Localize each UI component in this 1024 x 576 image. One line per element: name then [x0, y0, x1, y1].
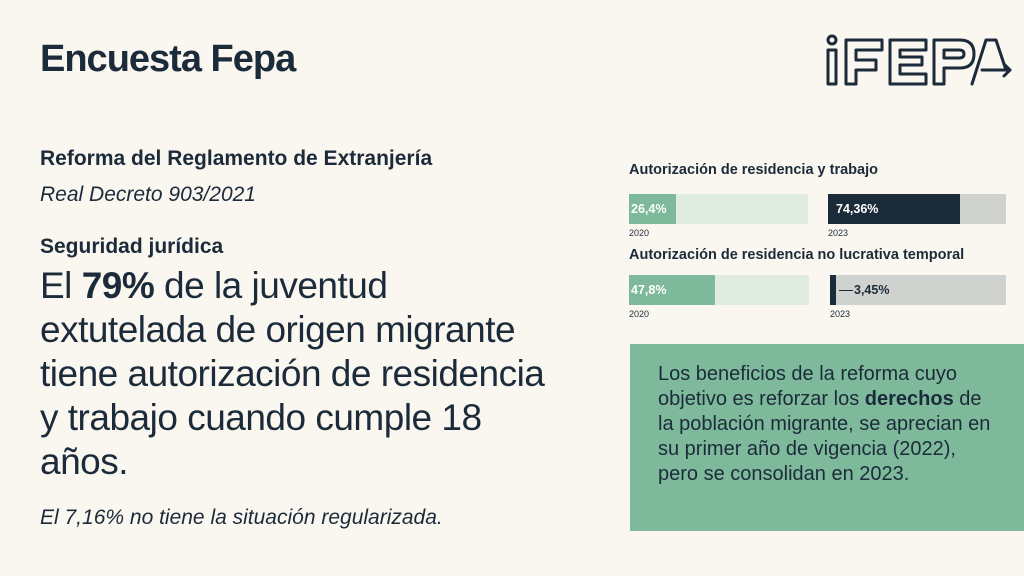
headline: El 79% de la juventud extutelada de orig… — [40, 264, 560, 484]
page-title: Encuesta Fepa — [40, 38, 296, 80]
chart-title-residencia-trabajo: Autorización de residencia y trabajo — [629, 162, 878, 178]
bar-track-2020-residencia-trabajo: 26,4% — [629, 194, 808, 224]
bar-label-leader-line — [839, 290, 853, 291]
bar-track-2020-no-lucrativa: 47,8% — [629, 275, 809, 305]
callout-text-pre: Los beneficios de la reforma cuyo objeti… — [658, 363, 958, 410]
bar-track-2023-no-lucrativa: 3,45% — [830, 275, 1006, 305]
bar-track-2023-residencia-trabajo: 74,36% — [828, 194, 1006, 224]
bar-label-2023-residencia-trabajo: 74,36% — [836, 202, 879, 216]
bar-label-2023-no-lucrativa: 3,45% — [854, 283, 890, 297]
section-heading: Seguridad jurídica — [40, 235, 224, 258]
footnote: El 7,16% no tiene la situación regulariz… — [40, 506, 443, 529]
fepa-logo-icon — [826, 34, 1012, 86]
headline-post: de la juventud extutelada de origen migr… — [40, 265, 545, 482]
chart-title-no-lucrativa: Autorización de residencia no lucrativa … — [629, 247, 965, 263]
bar-2023-no-lucrativa — [830, 275, 837, 305]
year-label-2020: 2020 — [629, 228, 650, 238]
year-label-2020-b: 2020 — [629, 309, 650, 319]
callout-box: Los beneficios de la reforma cuyo objeti… — [630, 344, 1024, 531]
headline-pre: El — [40, 265, 82, 306]
year-label-2023: 2023 — [828, 228, 849, 238]
year-label-2023-b: 2023 — [830, 309, 851, 319]
bar-2023-residencia-trabajo — [828, 194, 961, 224]
bar-label-2020-residencia-trabajo: 26,4% — [631, 202, 667, 216]
callout-text-post: de la población migrante, se aprecian en… — [658, 388, 991, 485]
bar-2020-residencia-trabajo — [629, 194, 677, 224]
headline-percentage: 79% — [81, 265, 155, 306]
bar-2020-no-lucrativa — [629, 275, 716, 305]
callout-text: Los beneficios de la reforma cuyo objeti… — [658, 362, 998, 487]
callout-text-bold: derechos — [864, 388, 954, 410]
subtitle: Reforma del Reglamento de Extranjería — [40, 147, 433, 170]
decree-label: Real Decreto 903/2021 — [40, 183, 256, 206]
bar-label-2020-no-lucrativa: 47,8% — [631, 283, 667, 297]
